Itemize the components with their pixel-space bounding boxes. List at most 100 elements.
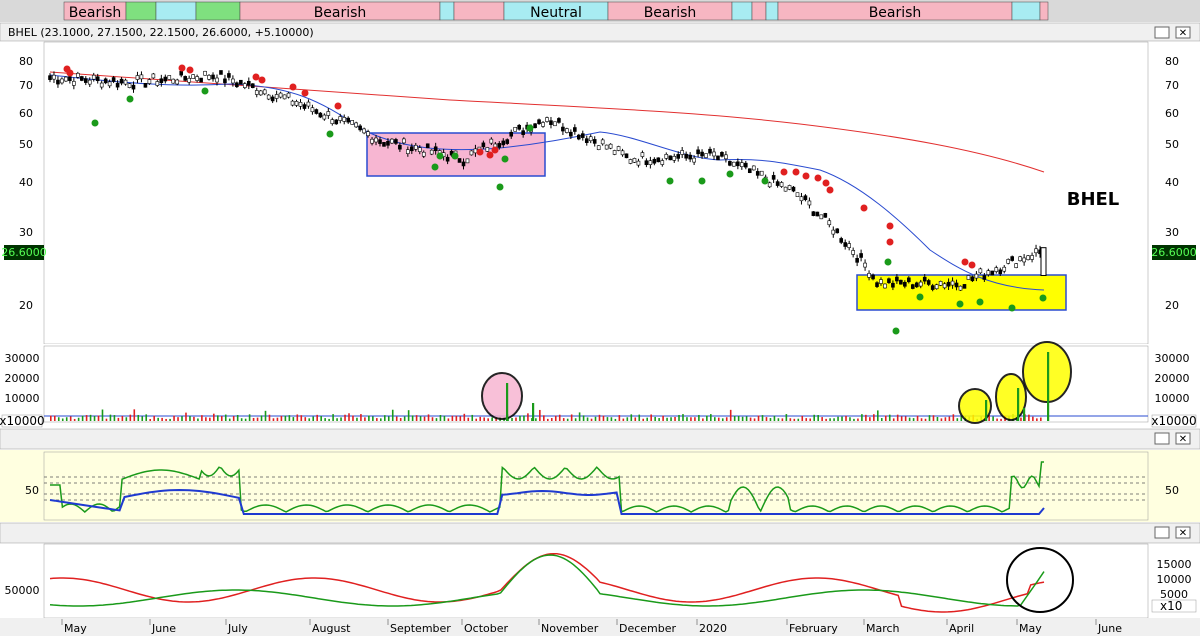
candle-body	[950, 280, 955, 286]
panel-close-icon[interactable]	[1175, 432, 1191, 445]
bottom-panel-circle	[1006, 547, 1074, 613]
volume-bar	[992, 416, 994, 421]
volume-bar	[296, 414, 299, 421]
volume-bar	[50, 415, 52, 421]
candle-body	[199, 77, 203, 83]
sell-signal-dot	[886, 238, 894, 246]
candle-body	[103, 78, 108, 84]
volume-bar	[590, 418, 593, 421]
sentiment-band-bar: Bearish Bearish Neutral Bearish Bearish	[0, 0, 1200, 22]
volume-multiplier-right: x10000	[1151, 414, 1196, 428]
candle-body	[998, 269, 1003, 275]
symbol-label: BHEL	[1067, 189, 1120, 210]
volume-bar	[459, 416, 462, 421]
volume-bar	[399, 418, 402, 421]
candle-body	[119, 78, 124, 84]
candle-body	[787, 185, 792, 190]
candle-body	[934, 284, 939, 290]
volume-bar	[431, 417, 434, 421]
volume-bar	[292, 417, 295, 421]
volume-bar	[745, 416, 748, 421]
candle-body	[155, 81, 160, 86]
candle-body	[445, 156, 450, 162]
volume-bar	[658, 418, 660, 421]
candle-body	[239, 79, 243, 85]
volume-bar	[757, 415, 760, 421]
candle-body	[147, 79, 152, 84]
volume-bar	[332, 414, 334, 421]
candle-body	[111, 77, 116, 82]
bottom-multiplier: x10	[1160, 599, 1182, 613]
candle-body	[179, 70, 184, 76]
volume-bar	[650, 414, 652, 421]
candle-body	[211, 74, 215, 80]
price-tick-right: 40	[1165, 176, 1179, 189]
candle-body	[338, 116, 343, 121]
volume-bar	[220, 416, 223, 421]
month-label: June	[151, 622, 176, 635]
volume-bar	[232, 416, 235, 421]
candle-body	[918, 281, 923, 287]
price-tick-right: 30	[1165, 226, 1179, 239]
volume-bar	[765, 417, 768, 421]
candle-body	[1026, 255, 1030, 261]
panel-close-icon[interactable]	[1175, 526, 1191, 539]
candle-body	[195, 76, 199, 81]
month-label: November	[541, 622, 599, 635]
candle-body	[425, 143, 430, 149]
candle-body	[557, 118, 561, 123]
volume-bar	[205, 417, 207, 421]
svg-text:✕: ✕	[1179, 434, 1187, 445]
panel-restore-icon[interactable]	[1154, 526, 1170, 539]
volume-bar	[495, 417, 497, 421]
candle-body	[573, 127, 577, 132]
candle-body	[123, 79, 128, 85]
volume-bar	[713, 417, 716, 421]
volume-bar	[527, 413, 529, 421]
volume-bar	[244, 418, 247, 421]
volume-bar	[248, 414, 251, 421]
volume-bar	[407, 410, 410, 421]
volume-bar	[948, 416, 951, 421]
volume-spike-bar	[1017, 388, 1020, 421]
candle-body	[946, 281, 951, 287]
candle-body	[473, 148, 478, 154]
volume-bar	[797, 418, 800, 421]
month-label: June	[1097, 622, 1122, 635]
panel-close-icon[interactable]	[1175, 26, 1191, 39]
candle-body	[680, 150, 684, 155]
candle-body	[334, 119, 339, 125]
sell-signal-dot	[826, 186, 834, 194]
volume-bar	[284, 415, 287, 421]
candle-body	[56, 79, 60, 85]
volume-bar	[224, 414, 227, 421]
volume-bar	[395, 416, 398, 421]
sell-signal-dot	[886, 222, 894, 230]
volume-bar	[336, 418, 338, 421]
volume-tick-left: 10000	[5, 392, 40, 405]
price-tick-left: 60	[19, 107, 33, 120]
panel-restore-icon[interactable]	[1154, 26, 1170, 39]
buy-signal-dot	[126, 95, 134, 103]
candle-body	[851, 250, 855, 255]
volume-spike-bar	[506, 383, 509, 421]
volume-bar	[547, 418, 549, 421]
volume-bar	[121, 415, 124, 421]
oscillator-tick-left: 50	[25, 484, 39, 497]
volume-bar	[133, 409, 136, 421]
volume-bar	[543, 415, 545, 421]
panel-restore-icon[interactable]	[1154, 432, 1170, 445]
candle-body	[954, 282, 959, 288]
price-tick-right: 70	[1165, 79, 1179, 92]
candle-body	[624, 153, 629, 159]
candle-body	[692, 157, 696, 163]
volume-bar	[642, 418, 645, 421]
volume-bar	[415, 415, 418, 421]
volume-bar	[1036, 418, 1038, 421]
candle-body	[596, 145, 601, 150]
volume-bar	[582, 415, 585, 421]
candle-body	[406, 149, 410, 154]
volume-bar	[578, 412, 581, 421]
candle-body	[115, 82, 120, 88]
volume-bar	[356, 417, 358, 421]
